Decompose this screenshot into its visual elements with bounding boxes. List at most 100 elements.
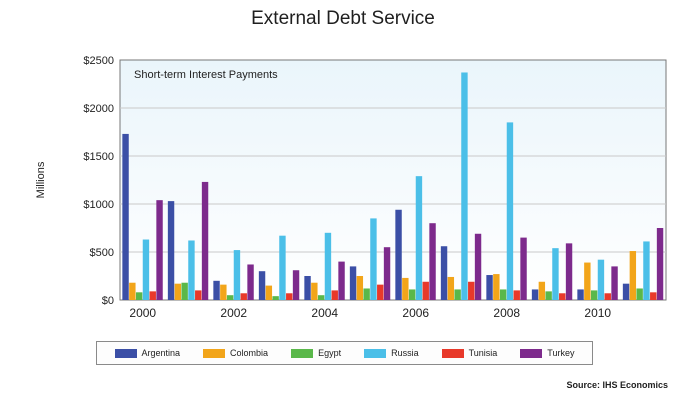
bar-turkey-2000 [156, 200, 163, 300]
bar-colombia-2009 [538, 281, 546, 300]
y-axis-label: Millions [35, 161, 47, 198]
x-tick-label: 2008 [493, 306, 520, 320]
bar-colombia-2000 [129, 282, 136, 300]
bar-russia-2005 [370, 218, 377, 300]
y-tick-label: $1500 [83, 151, 114, 163]
bar-tunisia-2000 [149, 291, 156, 300]
legend-swatch [364, 348, 387, 358]
bar-tunisia-2003 [286, 293, 293, 300]
bar-argentina-2011 [622, 283, 630, 300]
bar-tunisia-2009 [559, 293, 566, 300]
bar-russia-2002 [233, 250, 241, 300]
bar-turkey-2003 [292, 270, 300, 300]
bar-tunisia-2004 [331, 290, 338, 300]
y-tick-label: $0 [102, 295, 114, 307]
bar-colombia-2002 [220, 284, 227, 300]
chart-title: External Debt Service [251, 8, 435, 29]
bar-colombia-2003 [265, 285, 273, 300]
bar-turkey-2006 [429, 223, 436, 300]
bars [122, 72, 664, 301]
bar-egypt-2003 [272, 296, 279, 300]
bar-turkey-2007 [474, 233, 482, 300]
bar-colombia-2001 [174, 283, 182, 300]
bar-tunisia-2007 [468, 281, 475, 300]
bar-turkey-2004 [338, 261, 345, 300]
bar-argentina-2009 [531, 289, 539, 300]
y-tick-labels: $0 $500 $1000 $1500 $2000 $2500 [83, 55, 114, 307]
bar-egypt-2001 [181, 282, 188, 300]
bar-argentina-2003 [258, 271, 266, 300]
x-tick-label: 2010 [584, 306, 611, 320]
legend-label: Egypt [318, 348, 342, 358]
bar-argentina-2000 [122, 133, 129, 300]
bar-russia-2001 [188, 240, 195, 300]
bar-tunisia-2005 [377, 284, 384, 300]
bar-tunisia-2006 [422, 281, 429, 300]
x-tick-label: 2006 [402, 306, 429, 320]
legend-swatch [203, 348, 226, 358]
legend-label: Tunisia [468, 348, 498, 358]
bar-egypt-2002 [226, 295, 234, 300]
bar-russia-2010 [597, 259, 605, 300]
bar-colombia-2010 [584, 262, 591, 300]
bar-colombia-2005 [356, 276, 364, 300]
bar-russia-2003 [279, 235, 286, 300]
y-tick-label: $2500 [83, 55, 114, 67]
legend-label: Turkey [547, 348, 575, 358]
bar-turkey-2011 [656, 228, 664, 300]
bar-argentina-2010 [577, 289, 584, 300]
chart-subtitle: Short-term Interest Payments [134, 69, 278, 81]
gridlines [120, 107, 666, 253]
legend-label: Argentina [141, 348, 181, 358]
bar-russia-2011 [643, 241, 650, 300]
bar-colombia-2006 [402, 277, 409, 300]
bar-turkey-2009 [565, 243, 573, 300]
legend-item-egypt: Egypt [291, 348, 341, 358]
x-tick-labels: 2000 2002 2004 2006 2008 2010 [129, 306, 611, 320]
bar-egypt-2007 [454, 289, 461, 300]
bar-egypt-2005 [363, 288, 370, 300]
bar-colombia-2008 [493, 274, 500, 300]
bar-turkey-2005 [383, 247, 391, 300]
bar-tunisia-2002 [240, 293, 247, 300]
legend-label: Russia [391, 348, 419, 358]
legend-item-tunisia: Tunisia [441, 348, 498, 358]
bar-tunisia-2008 [513, 290, 520, 300]
bar-argentina-2006 [395, 209, 402, 300]
y-tick-label: $1000 [83, 199, 114, 211]
bar-turkey-2001 [201, 181, 209, 300]
bar-egypt-2009 [545, 291, 552, 300]
bar-russia-2008 [506, 122, 514, 301]
bar-tunisia-2010 [604, 293, 611, 300]
legend-item-colombia: Colombia [203, 348, 268, 358]
bar-egypt-2006 [408, 289, 416, 300]
bar-turkey-2008 [520, 237, 527, 300]
bar-argentina-2001 [167, 201, 175, 300]
bar-argentina-2004 [304, 276, 311, 300]
bar-egypt-2011 [636, 288, 643, 300]
bar-egypt-2008 [499, 289, 507, 300]
y-tick-label: $2000 [83, 103, 114, 115]
bar-turkey-2002 [247, 264, 254, 300]
legend-swatch [441, 348, 464, 358]
x-tick-label: 2000 [129, 306, 156, 320]
bar-russia-2007 [461, 72, 468, 300]
bar-egypt-2000 [135, 292, 143, 300]
legend-swatch [291, 348, 314, 358]
source-note: Source: IHS Economics [566, 380, 668, 390]
legend-item-argentina: Argentina [114, 348, 181, 358]
bar-colombia-2007 [447, 276, 455, 300]
bar-colombia-2004 [311, 282, 318, 300]
bar-argentina-2008 [486, 275, 493, 300]
legend-swatch [114, 348, 137, 358]
bar-colombia-2011 [629, 251, 637, 300]
legend-item-russia: Russia [364, 348, 419, 358]
bar-russia-2004 [324, 232, 332, 300]
legend-swatch [520, 348, 543, 358]
x-tick-label: 2004 [311, 306, 338, 320]
bar-turkey-2010 [611, 266, 618, 300]
bar-egypt-2010 [590, 290, 598, 300]
bar-tunisia-2011 [650, 292, 657, 300]
y-tick-label: $500 [90, 247, 114, 259]
